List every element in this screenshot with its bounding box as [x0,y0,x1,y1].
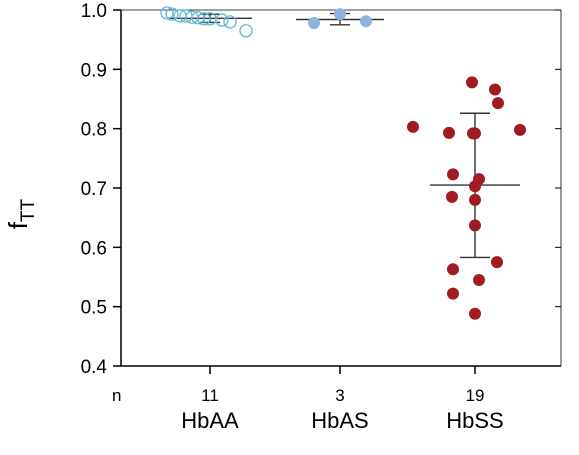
data-point [165,7,179,21]
y-tick-label: 0.8 [81,120,107,141]
y-tick-label: 0.6 [81,238,107,259]
error-bars [168,12,520,259]
data-point [223,15,237,29]
category-label: HbAA [181,408,239,433]
data-point [160,6,174,20]
data-point [308,17,320,30]
y-axis: 0.4 0.5 0.6 0.7 0.8 0.9 1.0 [81,1,561,378]
y-axis-label-subscript: TT [18,198,39,222]
data-point [447,168,459,181]
data-point [239,24,253,38]
data-point [473,273,485,286]
group-n-label: 19 [466,386,485,405]
y-axis-label: fTT [3,198,39,229]
y-tick-label: 0.5 [81,298,107,319]
data-point [197,12,211,26]
group-n-label: 11 [201,386,219,405]
data-point [360,15,372,28]
data-point [447,263,459,276]
group-n-label: 3 [335,386,344,405]
data-point [467,127,479,140]
y-tick-label: 1.0 [81,1,107,22]
n-label: n [112,386,121,405]
data-point [469,180,481,193]
y-tick-label: 0.4 [81,357,108,378]
plot-frame [120,9,562,367]
data-point [446,190,458,203]
data-point [407,120,419,133]
data-point [491,256,503,269]
category-label: HbAS [311,408,368,433]
data-point [215,13,229,27]
data-point [469,193,481,206]
data-point [466,76,478,89]
y-tick-label: 0.9 [81,60,107,81]
data-point [447,287,459,300]
data-point [492,97,504,110]
data-point [334,8,346,21]
y-axis-label-main: f [3,221,33,229]
y-tick-label: 0.7 [81,179,107,200]
data-point [489,83,501,96]
x-axis-labels: n 11 HbAA 3 HbAS 19 HbSS [112,366,504,433]
data-point [469,307,481,320]
data-points [160,6,526,320]
data-point [443,126,455,139]
data-point [469,219,481,232]
category-label: HbSS [446,408,503,433]
data-point [514,123,526,136]
